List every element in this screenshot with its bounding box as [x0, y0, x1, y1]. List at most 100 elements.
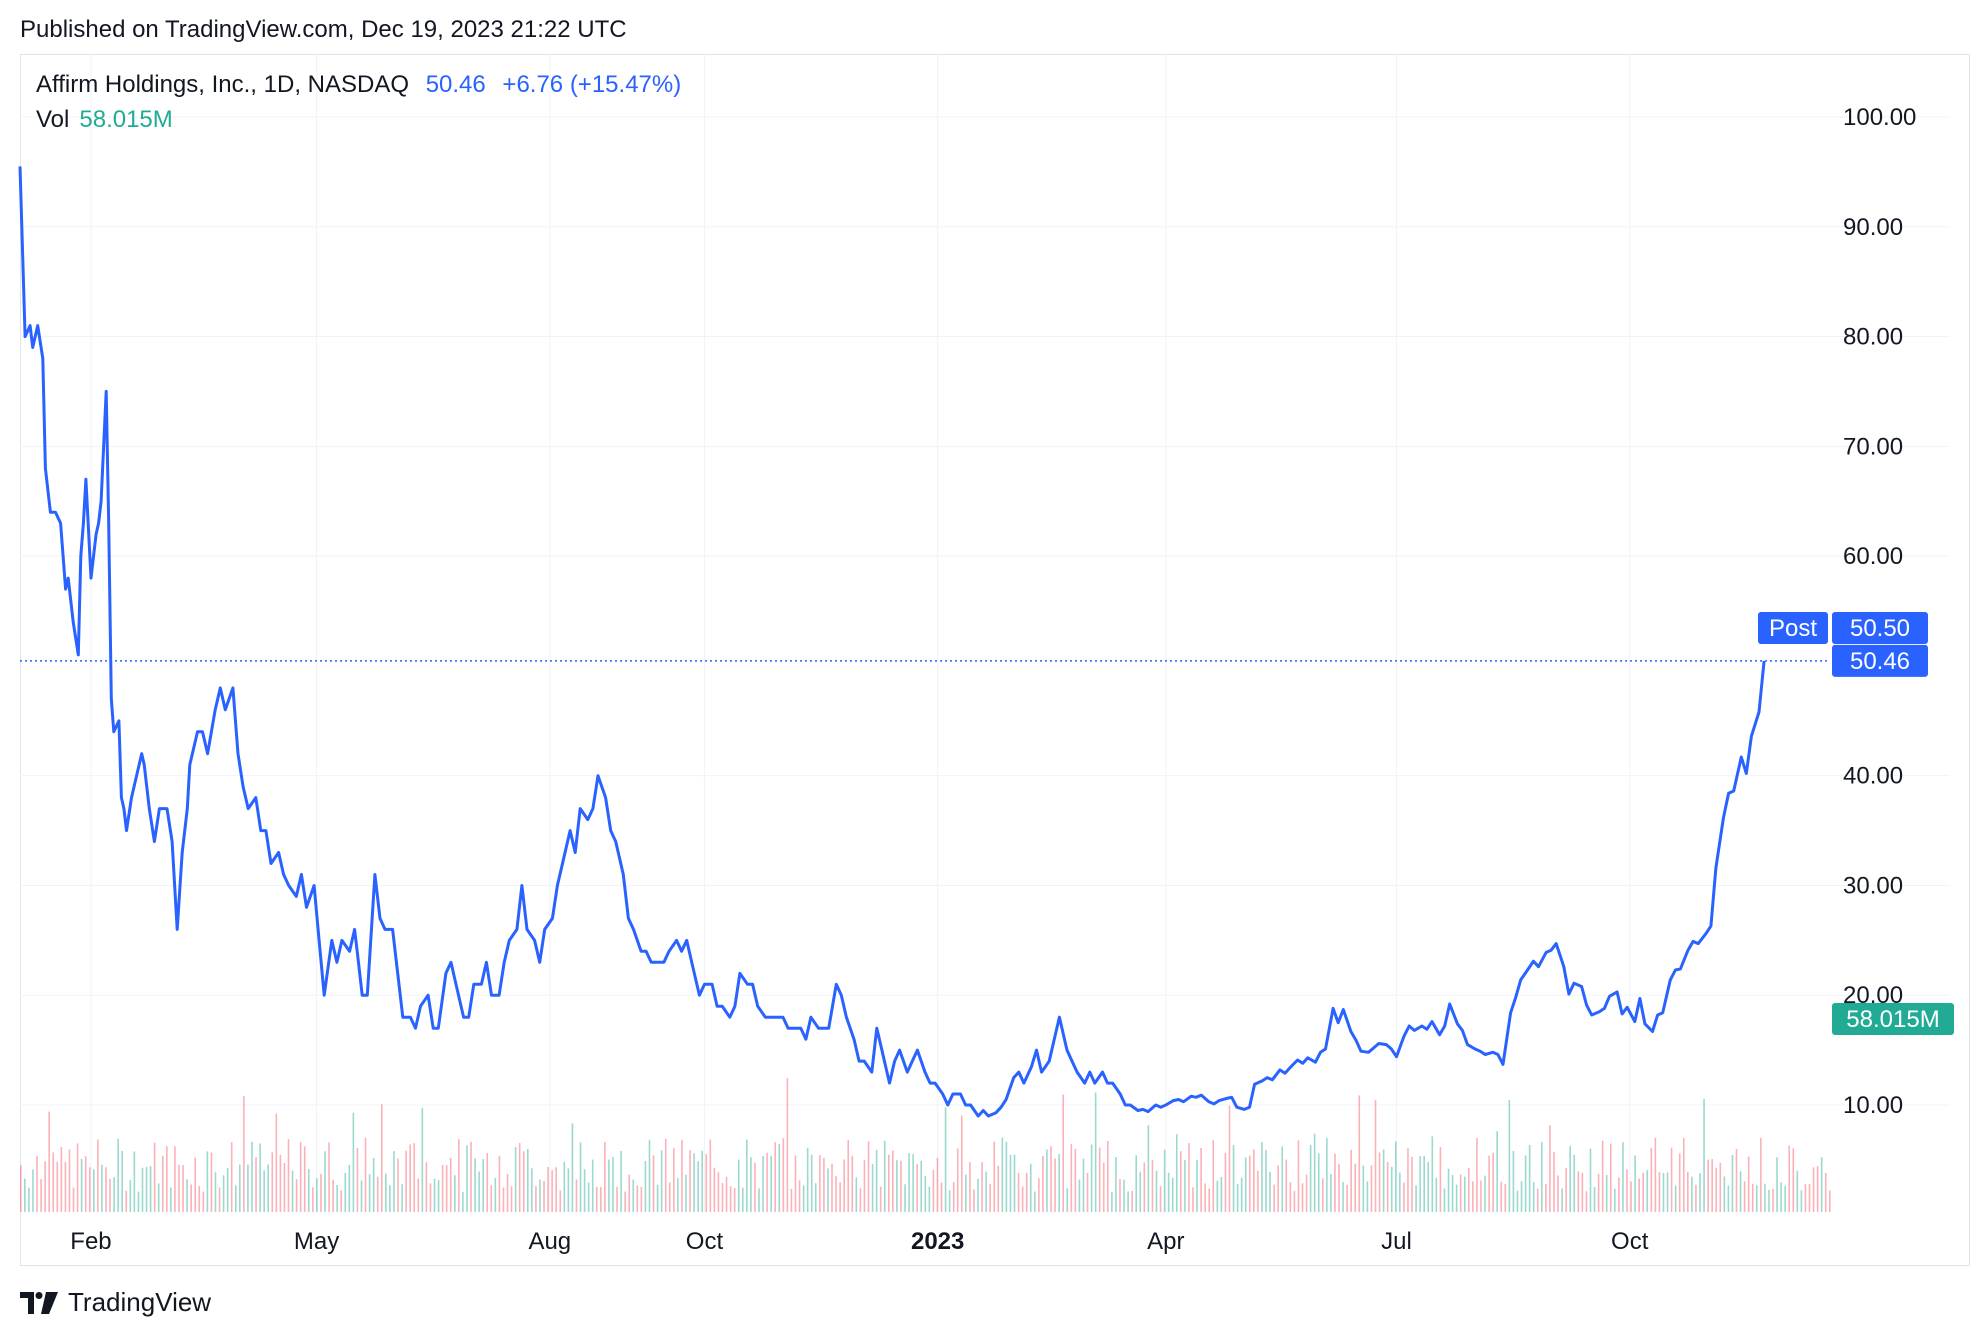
volume-bar — [612, 1157, 614, 1212]
volume-bar — [48, 1111, 50, 1212]
volume-bar — [1666, 1172, 1669, 1212]
volume-bar — [429, 1183, 432, 1212]
volume-bar — [1687, 1171, 1689, 1212]
volume-bar — [161, 1155, 164, 1212]
volume-bar — [1703, 1098, 1705, 1212]
volume-bar — [1147, 1125, 1150, 1212]
volume-bar — [591, 1159, 594, 1212]
volume-bar — [652, 1155, 655, 1212]
volume-bar — [1695, 1184, 1697, 1212]
volume-bar — [819, 1155, 821, 1212]
volume-bar — [1654, 1137, 1657, 1212]
volume-bar — [855, 1177, 858, 1212]
volume-bar — [364, 1137, 367, 1212]
volume-bar — [908, 1153, 910, 1212]
volume-bar — [380, 1104, 383, 1212]
volume-bar — [40, 1179, 42, 1212]
volume-bar — [64, 1161, 67, 1212]
volume-bar — [883, 1140, 886, 1212]
volume-bar — [1739, 1171, 1742, 1212]
volume-bar — [1820, 1157, 1823, 1212]
volume-bar — [685, 1174, 687, 1212]
volume-bar — [1232, 1144, 1235, 1212]
volume-bar — [1090, 1144, 1093, 1212]
volume-bar — [502, 1187, 505, 1212]
volume-bar — [660, 1150, 663, 1212]
volume-bar — [600, 1187, 602, 1212]
volume-bar — [1439, 1147, 1442, 1212]
volume-bar — [1135, 1155, 1138, 1212]
volume-bar — [170, 1187, 172, 1212]
volume-bar — [1800, 1190, 1803, 1212]
volume-bar — [1504, 1183, 1507, 1212]
volume-bar — [1394, 1141, 1397, 1212]
volume-bar — [632, 1179, 635, 1212]
volume-bar — [1492, 1152, 1494, 1212]
volume-bar — [896, 1160, 898, 1212]
volume-bar — [1354, 1163, 1357, 1212]
volume-bar — [644, 1160, 647, 1212]
volume-bar — [668, 1182, 671, 1212]
volume-bar — [190, 1184, 192, 1212]
volume-bar — [839, 1182, 841, 1212]
price-tick-label: 100.00 — [1843, 104, 1916, 131]
volume-bar — [713, 1167, 716, 1212]
published-notice: Published on TradingView.com, Dec 19, 20… — [20, 16, 627, 43]
volume-bar — [1042, 1155, 1044, 1212]
volume-bar — [928, 1186, 931, 1212]
volume-bar — [1792, 1148, 1795, 1212]
volume-bar — [1216, 1180, 1219, 1212]
volume-bar — [1545, 1183, 1547, 1212]
volume-bar — [823, 1157, 825, 1212]
volume-bar — [531, 1168, 533, 1212]
volume-bar — [1025, 1172, 1028, 1212]
volume-bar — [681, 1139, 683, 1212]
volume-bar — [1038, 1178, 1040, 1212]
footer-brand[interactable]: TradingView — [20, 1287, 211, 1318]
volume-bar — [1780, 1182, 1782, 1212]
volume-bar — [778, 1143, 781, 1212]
volume-bar — [1212, 1140, 1215, 1212]
volume-bar — [539, 1179, 541, 1212]
volume-bar — [673, 1148, 675, 1212]
volume-bar — [324, 1151, 326, 1212]
price-tick-label: 30.00 — [1843, 872, 1903, 899]
volume-bar — [636, 1185, 639, 1212]
volume-bar — [1054, 1158, 1056, 1212]
volume-bar — [348, 1164, 351, 1212]
volume-bar — [794, 1155, 797, 1212]
volume-bar — [1711, 1159, 1713, 1212]
volume-bar — [218, 1187, 221, 1212]
volume-bar — [222, 1175, 225, 1212]
volume-bar — [571, 1123, 574, 1212]
volume-bar — [506, 1173, 509, 1212]
volume-bar — [1719, 1162, 1722, 1212]
volume-bar — [425, 1162, 428, 1212]
volume-bar — [1455, 1184, 1458, 1212]
volume-bar — [109, 1178, 111, 1212]
volume-bar — [1143, 1162, 1146, 1212]
volume-bar — [1735, 1148, 1738, 1212]
volume-bar — [1305, 1174, 1308, 1212]
volume-bar — [1577, 1171, 1580, 1212]
volume-bar — [904, 1184, 906, 1212]
volume-bar — [133, 1151, 136, 1212]
volume-bar — [1520, 1181, 1523, 1212]
volume-bar — [1257, 1170, 1259, 1212]
volume-bar — [1034, 1191, 1036, 1212]
volume-bar — [831, 1163, 833, 1212]
volume-bar — [1723, 1176, 1726, 1212]
volume-bar — [105, 1167, 107, 1212]
volume-bar — [409, 1144, 411, 1212]
volume-bar — [368, 1174, 371, 1212]
volume-bar — [336, 1185, 338, 1212]
volume-bar — [583, 1169, 586, 1212]
chart-frame[interactable] — [20, 54, 1970, 1266]
volume-bar — [1139, 1171, 1142, 1212]
volume-bar — [656, 1184, 659, 1212]
volume-bar — [20, 1165, 22, 1212]
volume-bar — [1536, 1188, 1539, 1212]
volume-bar — [421, 1107, 424, 1212]
volume-bar — [709, 1139, 712, 1212]
